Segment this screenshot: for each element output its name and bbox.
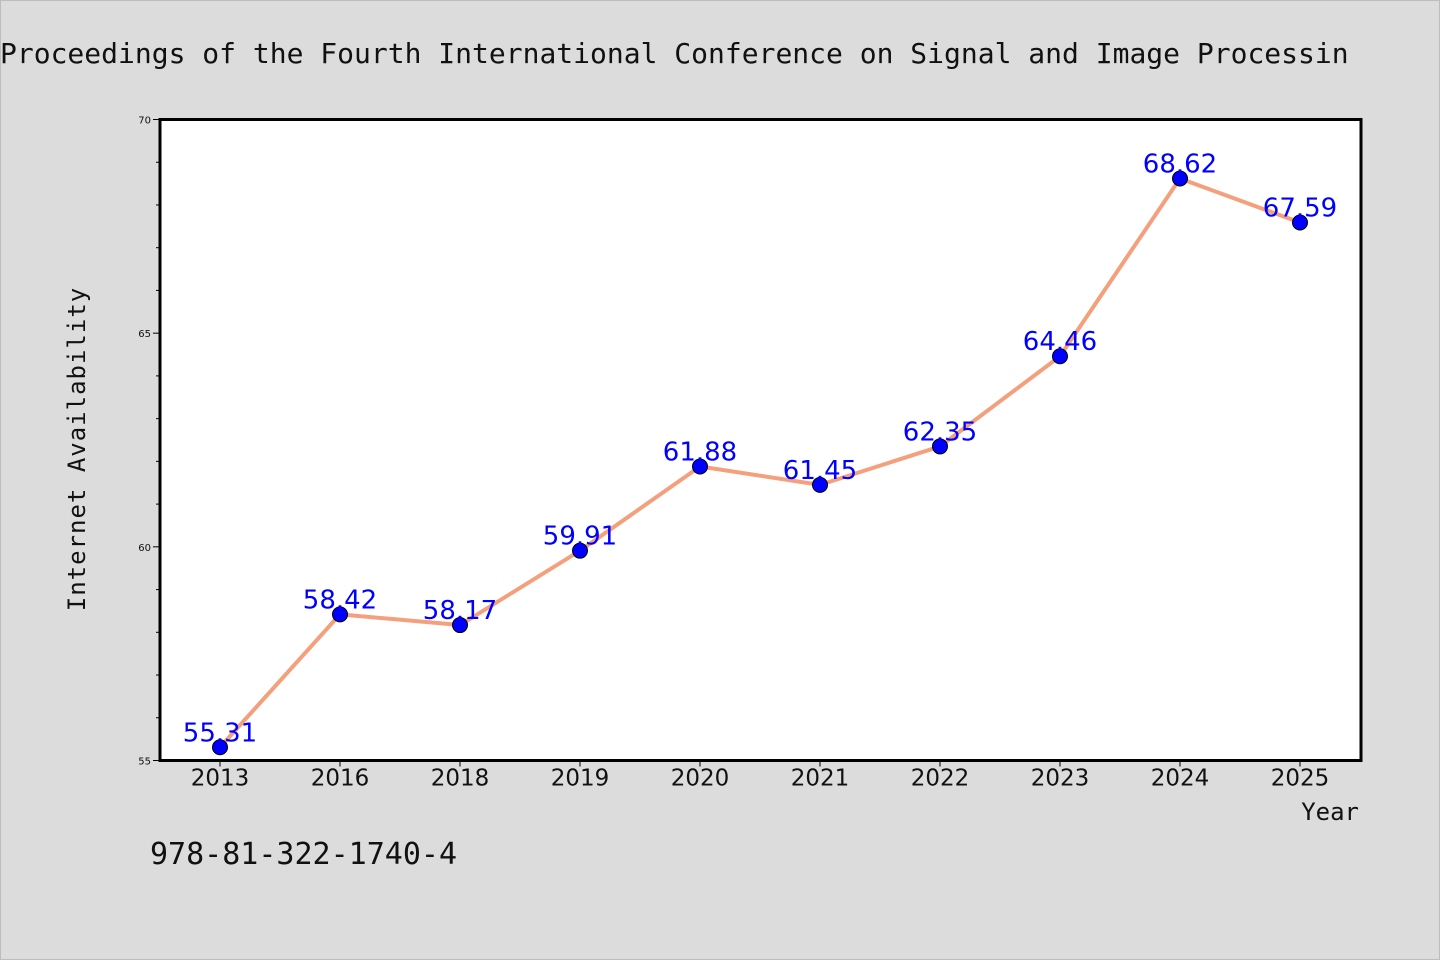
chart-title: Proceedings of the Fourth International …	[0, 37, 1349, 70]
x-tick-label: 2018	[431, 766, 490, 792]
y-tick-label: 70	[138, 116, 151, 127]
data-label: 59.91	[543, 522, 617, 552]
x-tick-label: 2013	[191, 766, 250, 792]
series-group	[212, 170, 1308, 756]
data-point	[212, 739, 228, 756]
data-labels: 55.31 58.42 58.17 59.91 61.88 61.45 62.35 64.46…	[183, 149, 1337, 748]
data-point	[572, 542, 588, 559]
x-tick-label: 2020	[671, 766, 730, 792]
x-tick-label: 2024	[1151, 766, 1210, 792]
data-label: 67.59	[1263, 193, 1337, 223]
data-point	[1052, 348, 1068, 365]
data-point	[692, 458, 708, 475]
data-label: 61.45	[783, 456, 857, 486]
x-tick-label: 2019	[551, 766, 610, 792]
data-label: 55.31	[183, 718, 257, 748]
data-label: 64.46	[1023, 327, 1097, 357]
x-tick-label: 2025	[1271, 766, 1330, 792]
x-tick-label: 2016	[311, 766, 370, 792]
x-axis-label: Year	[1301, 798, 1359, 826]
series-line	[218, 176, 1302, 750]
data-label: 58.42	[303, 585, 377, 615]
y-tick-label: 55	[138, 757, 151, 768]
data-label: 61.88	[663, 437, 737, 467]
data-point	[452, 617, 468, 634]
plot-area	[158, 118, 1363, 762]
data-point	[332, 606, 348, 623]
y-tick-label: 60	[138, 543, 151, 554]
y-tick-label: 65	[138, 329, 151, 340]
x-tick-label: 2022	[911, 766, 970, 792]
y-axis: 55 60 65 70	[138, 116, 160, 768]
x-tick-label: 2021	[791, 766, 850, 792]
data-label: 62.35	[903, 417, 977, 447]
data-point	[932, 438, 948, 455]
y-axis-label: Internet Availability	[63, 287, 91, 611]
isbn-text: 978-81-322-1740-4	[150, 837, 457, 872]
data-label: 58.17	[423, 596, 497, 626]
x-axis: 2013 2016 2018 2019 2020 2021 2022 2023 2024 2025	[191, 760, 1330, 792]
data-point	[812, 476, 828, 493]
x-tick-label: 2023	[1031, 766, 1090, 792]
data-label: 68.62	[1143, 149, 1217, 179]
data-point	[1292, 214, 1308, 231]
data-point	[1172, 170, 1188, 187]
